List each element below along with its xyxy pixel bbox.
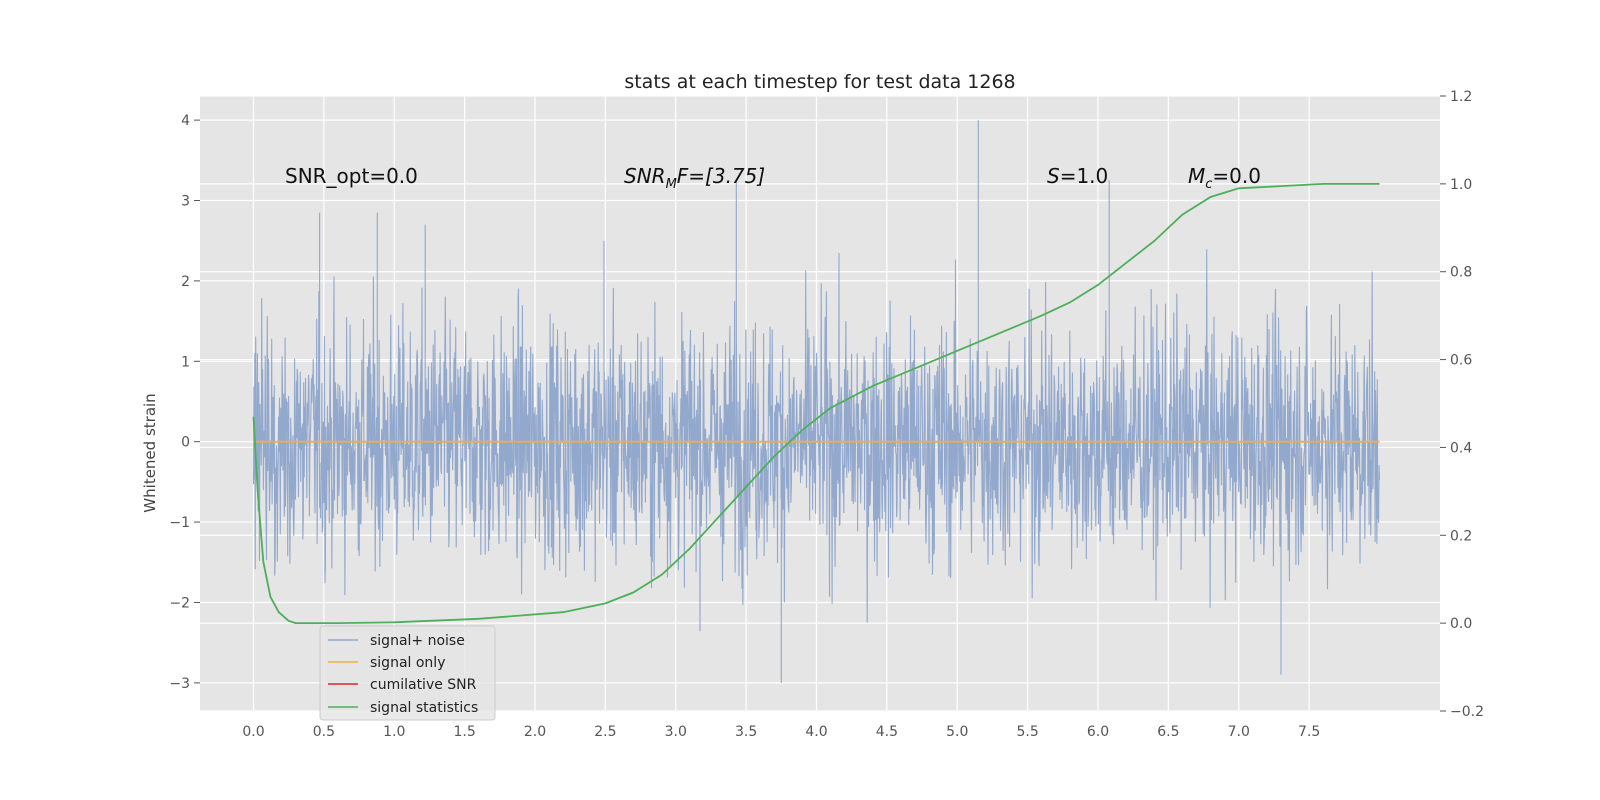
series-signal-noise (252, 120, 1381, 683)
x-tick-label: 1.0 (383, 724, 405, 740)
x-tick-label: 0.5 (313, 724, 335, 740)
y-axis-label: Whitened strain (141, 393, 159, 512)
y2-tick-label: 0.4 (1450, 440, 1472, 456)
y2-tick-label: 0.8 (1450, 265, 1472, 281)
y-tick-label: 3 (181, 194, 190, 210)
y2-tick-label: 0.2 (1450, 528, 1472, 544)
y-tick-label: −3 (169, 676, 190, 692)
x-tick-label: 3.5 (735, 724, 757, 740)
y2-tick-label: 1.2 (1450, 89, 1472, 105)
legend-label-signal-statistics: signal statistics (370, 700, 478, 716)
axis-ticks: 0.0 0.5 1.0 1.5 2.0 2.5 3.0 3.5 4.0 4.5 5.0 5.5 6.0 6… (169, 89, 1484, 740)
x-tick-label: 4.5 (876, 724, 898, 740)
annotation-mc: Mc=0.0 (1188, 164, 1261, 192)
legend-box (319, 625, 496, 721)
annotation-s-value: =1.0 (1060, 164, 1109, 188)
legend-label-signal-only: signal only (370, 655, 445, 671)
line-series (252, 183, 1380, 624)
y2-tick-label: 0.6 (1450, 353, 1472, 369)
y2-tick-label: 1.0 (1450, 177, 1472, 193)
y-tick-label: 4 (181, 113, 190, 129)
x-tick-label: 3.0 (665, 724, 687, 740)
annotation-snr-mf-sub: M (666, 177, 677, 192)
annotation-snr-mf-label: SNR (624, 164, 666, 188)
signal-noise-series (252, 120, 1381, 683)
y-tick-label: −2 (169, 595, 190, 611)
x-tick-label: 4.0 (805, 724, 827, 740)
x-tick-label: 2.5 (594, 724, 616, 740)
annotation-snr-mf-value: F=[3.75] (677, 164, 765, 188)
annotation-mc-value: =0.0 (1212, 164, 1261, 188)
legend-label-cumulative-snr: cumilative SNR (370, 677, 477, 693)
x-tick-label: 6.0 (1087, 724, 1109, 740)
x-tick-label: 1.5 (453, 724, 475, 740)
legend: signal+ noise signal only cumilative SNR… (319, 625, 496, 721)
y-tick-label: 1 (181, 354, 190, 370)
annotation-snr-opt: SNR_opt=0.0 (285, 164, 418, 188)
y2-tick-label: −0.2 (1450, 704, 1484, 720)
annotation-s-label: S (1047, 164, 1060, 188)
x-tick-label: 5.0 (946, 724, 968, 740)
y-tick-label: 2 (181, 274, 190, 290)
series-signal-statistics (252, 183, 1380, 624)
x-tick-label: 0.0 (242, 724, 264, 740)
x-tick-label: 2.0 (524, 724, 546, 740)
annotation-mc-label: M (1188, 164, 1205, 188)
y2-tick-label: 0.0 (1450, 616, 1472, 632)
x-tick-label: 6.5 (1157, 724, 1179, 740)
x-tick-label: 5.5 (1016, 724, 1038, 740)
plot-background (200, 96, 1440, 711)
legend-label-signal-noise: signal+ noise (370, 633, 465, 649)
y-tick-label: −1 (169, 515, 190, 531)
annotation-snr-mf: SNRMF=[3.75] (624, 164, 765, 192)
x-tick-label: 7.0 (1228, 724, 1250, 740)
annotation-s: S=1.0 (1047, 164, 1108, 188)
x-tick-label: 7.5 (1298, 724, 1320, 740)
y-tick-label: 0 (181, 435, 190, 451)
annotation-mc-sub: c (1205, 177, 1212, 192)
chart-title: stats at each timestep for test data 126… (624, 71, 1015, 93)
